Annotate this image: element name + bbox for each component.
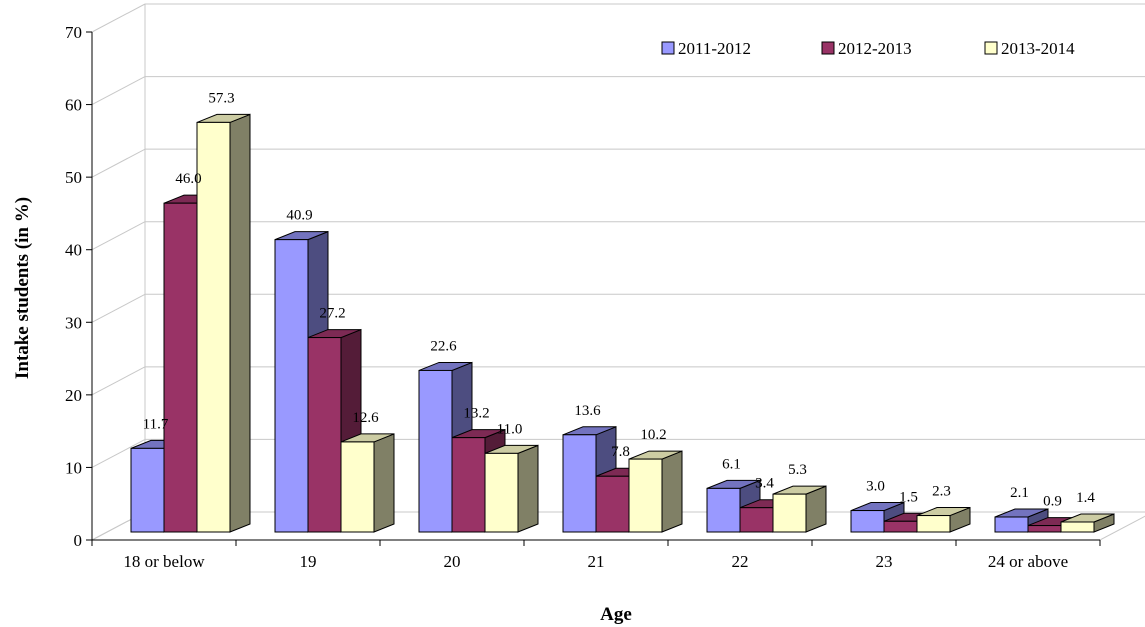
- bar-front: [883, 520, 918, 533]
- bar-2013-2014-24-or-above: [1060, 513, 1115, 533]
- data-label-2013-2014-18-or-below: 57.3: [208, 90, 234, 106]
- data-label-2012-2013-24-or-above: 0.9: [1043, 494, 1062, 510]
- category-label-18-or-below: 18 or below: [123, 552, 205, 571]
- y-tick-label-20: 20: [65, 386, 82, 405]
- bar-2011-2012-19: [274, 230, 329, 533]
- data-label-2011-2012-18-or-below: 11.7: [143, 416, 169, 432]
- y-tick-label-50: 50: [65, 168, 82, 187]
- bars: [130, 113, 1115, 533]
- y-tick-label-0: 0: [74, 531, 83, 550]
- bar-side: [517, 444, 539, 533]
- legend-item-2012-2013: 2012-2013: [821, 39, 912, 58]
- bar-front: [418, 369, 453, 533]
- legend-label: 2013-2014: [1001, 39, 1075, 58]
- bar-front: [1027, 525, 1062, 533]
- bar-front: [130, 447, 165, 533]
- bar-side: [373, 433, 395, 533]
- data-label-2013-2014-22: 5.3: [788, 462, 807, 478]
- y-tick-label-30: 30: [65, 313, 82, 332]
- bar-front: [196, 121, 231, 533]
- y-tick-label-60: 60: [65, 96, 82, 115]
- data-label-2013-2014-19: 12.6: [352, 410, 379, 426]
- y-tick-label-70: 70: [65, 23, 82, 42]
- bar-2013-2014-19: [340, 433, 395, 533]
- bar-2013-2014-20: [484, 444, 539, 533]
- legend-swatch: [661, 41, 675, 55]
- bar-front: [595, 475, 630, 533]
- bar-2013-2014-22: [772, 485, 827, 533]
- data-label-2011-2012-24-or-above: 2.1: [1010, 485, 1029, 501]
- legend-label: 2011-2012: [678, 39, 751, 58]
- bar-front: [484, 452, 519, 533]
- legend-label: 2012-2013: [838, 39, 912, 58]
- bar-front: [163, 202, 198, 533]
- data-label-2011-2012-19: 40.9: [286, 208, 312, 224]
- data-label-2013-2014-23: 2.3: [932, 484, 951, 500]
- category-label-20: 20: [444, 552, 461, 571]
- data-label-2011-2012-21: 13.6: [574, 403, 601, 419]
- bar-side: [229, 113, 251, 533]
- legend: 2011-2012 2012-2013 2013-2014: [661, 39, 1075, 58]
- data-label-2012-2013-21: 7.8: [611, 444, 630, 460]
- side-gridline-50: [91, 148, 146, 178]
- bar-front: [340, 441, 375, 533]
- x-axis: 18 or below 19 20 21 22 23 24 or above: [91, 539, 1101, 571]
- bar-front: [562, 434, 597, 533]
- bar-front: [916, 515, 951, 533]
- legend-swatch: [984, 41, 998, 55]
- legend-item-2013-2014: 2013-2014: [984, 39, 1075, 58]
- side-gridline-30: [91, 293, 146, 323]
- category-label-21: 21: [588, 552, 605, 571]
- data-label-2011-2012-23: 3.0: [866, 479, 885, 495]
- data-labels: 11.7 46.0 57.3 40.9 27.2 12.6 22.6 13.2 11.0 13.6…: [143, 90, 1096, 509]
- bar-front: [994, 516, 1029, 533]
- side-gridline-60: [91, 76, 146, 106]
- bar-front: [628, 458, 663, 533]
- bar-front: [1060, 521, 1095, 533]
- side-gridline-20: [91, 366, 146, 396]
- y-axis: 0 10 20 30 40 50 60 70: [65, 23, 93, 550]
- bar-front: [274, 239, 309, 533]
- y-axis-title: Intake students (in %): [12, 197, 33, 379]
- data-label-2012-2013-20: 13.2: [463, 406, 489, 422]
- y-tick-label-10: 10: [65, 458, 82, 477]
- bar-2013-2014-21: [628, 450, 683, 533]
- y-tick-label-40: 40: [65, 241, 82, 260]
- bar-2013-2014-23: [916, 506, 971, 533]
- bar-side: [661, 450, 683, 533]
- side-gridline-40: [91, 221, 146, 251]
- side-gridline-70: [91, 3, 146, 33]
- category-label-22: 22: [732, 552, 749, 571]
- bar-front: [850, 510, 885, 533]
- data-label-2012-2013-18-or-below: 46.0: [175, 171, 201, 187]
- data-label-2011-2012-22: 6.1: [722, 456, 741, 472]
- data-label-2011-2012-20: 22.6: [430, 338, 457, 354]
- bar-front: [307, 337, 342, 533]
- legend-swatch: [821, 41, 835, 55]
- legend-item-2011-2012: 2011-2012: [661, 39, 751, 58]
- bar-front: [739, 507, 774, 533]
- data-label-2012-2013-22: 3.4: [755, 476, 774, 492]
- side-gridline-10: [91, 438, 146, 468]
- data-label-2012-2013-23: 1.5: [899, 489, 918, 505]
- x-axis-title: Age: [600, 604, 632, 625]
- bar-front: [772, 493, 807, 533]
- data-label-2013-2014-20: 11.0: [497, 421, 523, 437]
- data-label-2013-2014-21: 10.2: [640, 427, 666, 443]
- category-label-19: 19: [300, 552, 317, 571]
- data-label-2013-2014-24-or-above: 1.4: [1076, 490, 1095, 506]
- bar-front: [706, 487, 741, 533]
- data-label-2012-2013-19: 27.2: [319, 306, 345, 322]
- category-label-23: 23: [876, 552, 893, 571]
- bar-2013-2014-18-or-below: [196, 113, 251, 533]
- category-label-24-or-above: 24 or above: [988, 552, 1068, 571]
- bar-front: [451, 437, 486, 533]
